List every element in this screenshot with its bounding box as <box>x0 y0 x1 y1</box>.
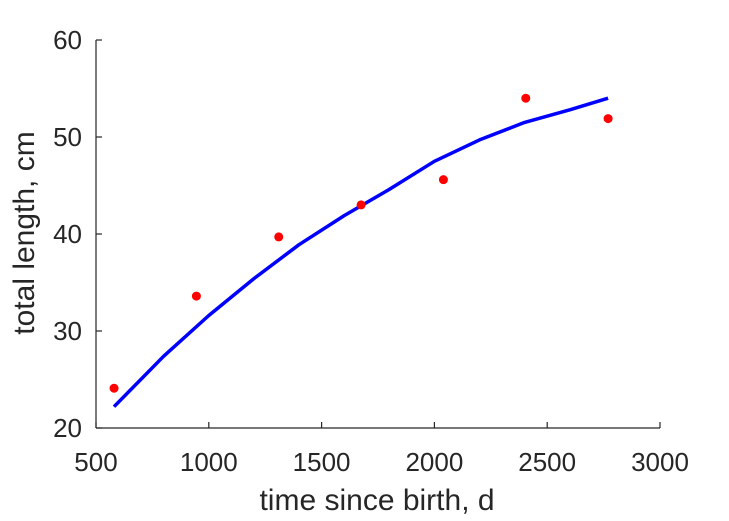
data-point <box>356 200 366 210</box>
x-tick-label: 2500 <box>518 447 576 477</box>
data-point <box>603 114 613 124</box>
y-tick-label: 30 <box>53 316 82 346</box>
data-point <box>109 383 119 393</box>
x-tick-label: 1500 <box>293 447 351 477</box>
x-tick-label: 2000 <box>405 447 463 477</box>
x-axis-label: time since birth, d <box>259 484 494 517</box>
y-axis-label: total length, cm <box>8 131 41 334</box>
series-layer <box>109 93 613 408</box>
y-tick-label: 50 <box>53 122 82 152</box>
y-tick-label: 40 <box>53 219 82 249</box>
x-tick-label: 3000 <box>631 447 689 477</box>
plot-area: 500 1000 1500 2000 2500 3000 20 30 40 50 60 <box>53 25 689 477</box>
x-tick-label: 500 <box>74 447 117 477</box>
fit-line <box>112 96 609 408</box>
y-ticks: 20 30 40 50 60 <box>53 25 102 443</box>
y-tick-label: 20 <box>53 413 82 443</box>
data-point <box>274 232 284 242</box>
data-point <box>191 291 201 301</box>
y-tick-label: 60 <box>53 25 82 55</box>
x-ticks: 500 1000 1500 2000 2500 3000 <box>74 422 689 477</box>
data-point <box>438 175 448 185</box>
data-point <box>521 93 531 103</box>
x-tick-label: 1000 <box>180 447 238 477</box>
